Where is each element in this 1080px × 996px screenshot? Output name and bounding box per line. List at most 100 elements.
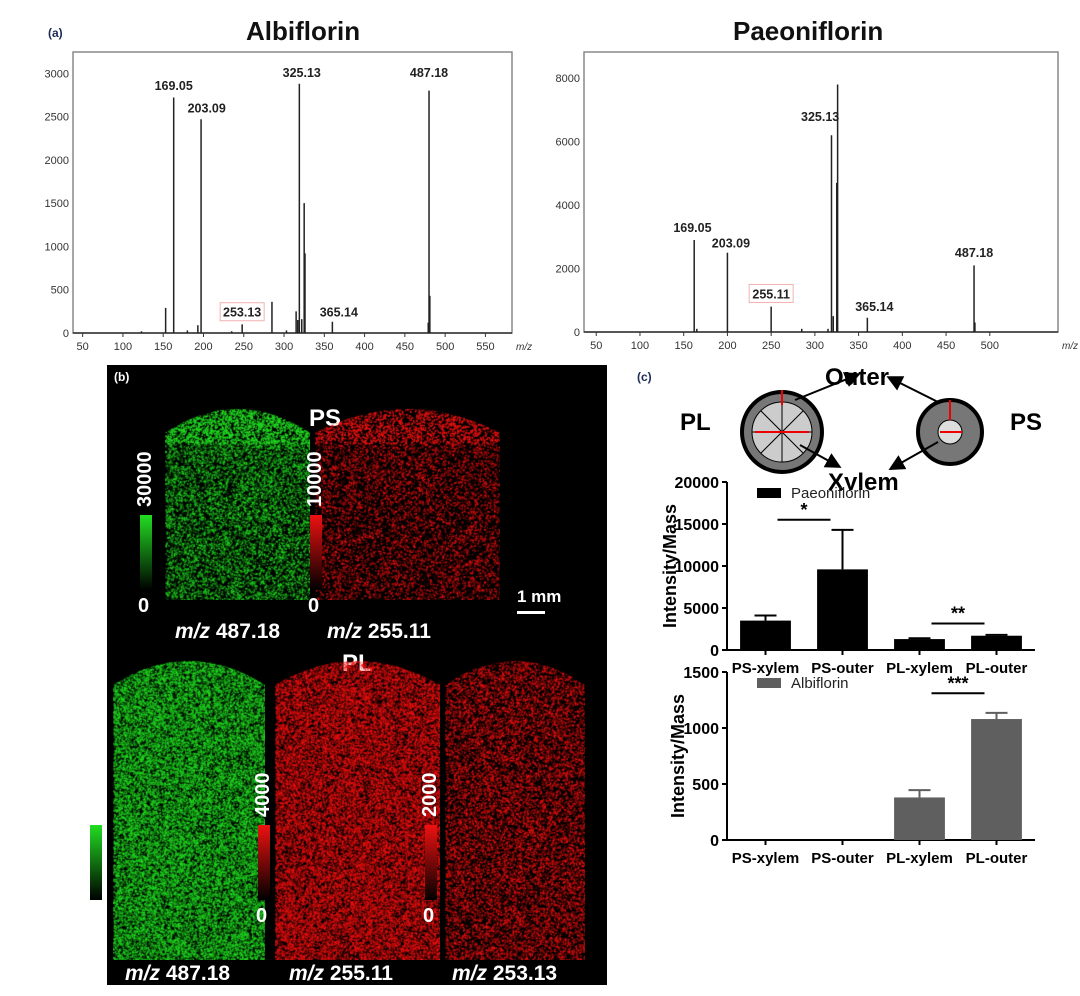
x-tick-label: 200	[718, 340, 736, 350]
panel-label-a: (a)	[48, 26, 63, 40]
y-tick-label: 6000	[556, 137, 580, 149]
x-tick-label: 350	[315, 341, 333, 350]
x-tick-label: 300	[275, 341, 293, 350]
colorbar-max: 30000	[134, 451, 157, 507]
peak-label: 203.09	[712, 237, 750, 251]
ps-label-diagram: PS	[1010, 409, 1042, 436]
legend-swatch	[757, 488, 781, 498]
x-tick-label: 400	[355, 341, 373, 350]
y-axis-label: Intensity/Mass	[668, 694, 688, 818]
y-tick-label: 1500	[45, 198, 69, 210]
bar	[971, 719, 1022, 840]
ps-image-255	[315, 403, 500, 600]
pl-cross-section	[742, 390, 822, 472]
colorbar-min: 0	[138, 595, 149, 618]
x-tick-label: 250	[235, 341, 253, 350]
mz-label: m/z 255.11	[289, 962, 393, 986]
y-tick-label: 15000	[675, 517, 720, 534]
y-tick-label: 2500	[45, 112, 69, 124]
peak-label: 255.11	[752, 287, 790, 301]
albiflorin-title: Albiflorin	[246, 16, 360, 47]
y-tick-label: 3000	[45, 68, 69, 80]
x-tick-label: 150	[154, 341, 172, 350]
x-tick-label: PL-outer	[966, 850, 1028, 867]
ps-image-487	[165, 403, 310, 600]
albiflorin-spectrum: 50 100 150 200 250 300 350 400 450 500 550 0 500 1000…	[0, 45, 560, 350]
legend-swatch	[757, 678, 781, 688]
colorbar-max: 2000	[419, 773, 442, 818]
legend-label: Albiflorin	[791, 675, 849, 692]
peak-label: 325.13	[283, 66, 321, 80]
x-tick-label: 400	[893, 340, 911, 350]
peak-label: 325.13	[801, 110, 839, 124]
colorbar	[90, 825, 102, 900]
peak-label: 365.14	[320, 306, 358, 320]
x-tick-label: 100	[631, 340, 649, 350]
mz-label: m/z 255.11	[327, 620, 431, 644]
significance-stars: ***	[947, 673, 968, 693]
peak-label: 169.05	[673, 221, 711, 235]
colorbar	[310, 515, 322, 590]
x-tick-label: 350	[849, 340, 867, 350]
peak-label: 487.18	[410, 66, 448, 80]
colorbar	[425, 825, 437, 900]
y-tick-label: 0	[710, 833, 719, 850]
y-tick-label: 0	[63, 328, 69, 340]
y-tick-label: 0	[574, 327, 580, 339]
paeoniflorin-spectrum: 50 100 150 200 250 300 350 400 450 500 0 2000 4000 60…	[545, 45, 1080, 350]
colorbar-max: 50000	[84, 761, 107, 817]
bar	[971, 636, 1022, 650]
y-tick-label: 4000	[556, 200, 580, 212]
x-tick-label: PS-xylem	[732, 850, 800, 867]
x-tick-label: 50	[590, 340, 602, 350]
y-tick-label: 1000	[683, 721, 719, 738]
peak-label: 203.09	[188, 101, 226, 115]
ps-cross-section	[918, 400, 982, 464]
plot-frame	[73, 52, 512, 333]
peak-label: 253.13	[223, 306, 261, 320]
colorbar-min: 0	[423, 905, 434, 928]
bar	[894, 797, 945, 840]
x-tick-label: 300	[806, 340, 824, 350]
ms-imaging-panel: PS PL 1 mm 300000100000m/z 487.18m/z 255…	[107, 365, 607, 985]
panel-label-c: (c)	[637, 370, 652, 384]
x-tick-label: 200	[194, 341, 212, 350]
y-tick-label: 10000	[675, 559, 720, 576]
y-tick-label: 1500	[683, 665, 719, 682]
albiflorin-bar-chart: 0 500 1000 1500 Intensity/Mass PS-xylem PS-out…	[640, 660, 1080, 996]
x-axis-label: m/z	[516, 342, 532, 350]
x-tick-label: 450	[937, 340, 955, 350]
x-tick-label: 450	[396, 341, 414, 350]
x-tick-label: 250	[762, 340, 780, 350]
bar	[817, 569, 868, 650]
peak-label: 365.14	[855, 300, 893, 314]
mz-label: m/z 487.18	[125, 962, 230, 986]
colorbar-max: 4000	[252, 773, 275, 818]
x-tick-label: 50	[77, 341, 89, 350]
colorbar-min: 0	[88, 905, 99, 928]
x-tick-label: 150	[675, 340, 693, 350]
pl-image-253	[445, 655, 585, 960]
paeoniflorin-title: Paeoniflorin	[733, 16, 883, 47]
significance-stars: *	[800, 500, 807, 520]
y-tick-label: 2000	[45, 155, 69, 167]
x-axis-label: m/z	[1062, 341, 1078, 350]
pl-image-487	[113, 655, 265, 960]
y-tick-label: 1000	[45, 241, 69, 253]
x-tick-label: 550	[476, 341, 494, 350]
figure: (a) Albiflorin Paeoniflorin 50 100 150 200 2…	[0, 0, 1080, 996]
x-tick-label: PS-outer	[811, 850, 874, 867]
y-tick-label: 20000	[675, 475, 720, 492]
x-tick-label: PL-xylem	[886, 850, 953, 867]
y-tick-label: 2000	[556, 264, 580, 276]
x-tick-label: 100	[114, 341, 132, 350]
scale-bar-label: 1 mm	[517, 587, 561, 607]
y-tick-label: 8000	[556, 73, 580, 85]
plot-frame	[584, 52, 1058, 332]
y-tick-label: 500	[51, 285, 69, 297]
colorbar-max: 10000	[304, 451, 327, 507]
colorbar	[258, 825, 270, 900]
x-tick-label: 500	[436, 341, 454, 350]
pl-image-255	[275, 655, 440, 960]
peak-label: 169.05	[155, 79, 193, 93]
